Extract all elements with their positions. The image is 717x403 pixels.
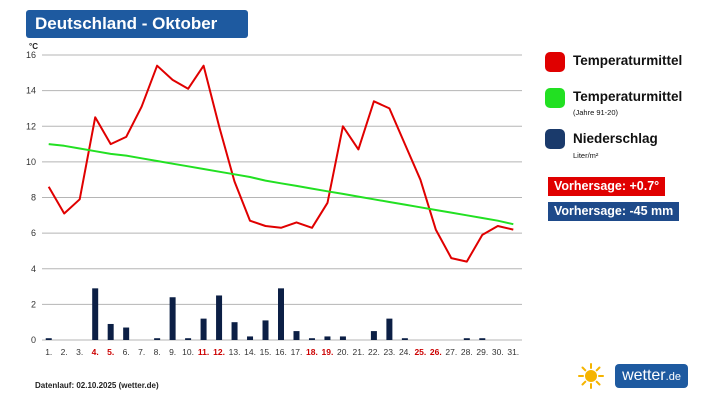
x-tick-label: 13. xyxy=(229,347,241,357)
y-tick-label: 8 xyxy=(31,193,36,203)
precipitation-bars xyxy=(45,288,486,340)
precip-bar xyxy=(45,338,52,340)
x-tick-label: 6. xyxy=(123,347,130,357)
x-tick-label: 4. xyxy=(92,347,99,357)
x-tick-label: 22. xyxy=(368,347,380,357)
x-tick-label: 31. xyxy=(507,347,519,357)
x-tick-label: 12. xyxy=(213,347,225,357)
x-tick-label: 27. xyxy=(445,347,457,357)
x-tick-label: 25. xyxy=(414,347,426,357)
x-tick-label: 17. xyxy=(291,347,303,357)
x-tick-label: 10. xyxy=(182,347,194,357)
temperature-line xyxy=(47,64,514,263)
precip-bar xyxy=(401,338,408,340)
legend-label-temperature: Temperaturmittel xyxy=(573,53,683,68)
y-tick-label: 14 xyxy=(26,86,36,96)
precip-bar xyxy=(370,331,377,340)
y-tick-label: 0 xyxy=(31,335,36,345)
precip-bar xyxy=(262,320,269,340)
y-tick-label: 10 xyxy=(26,157,36,167)
wetter-logo[interactable]: wetter.de xyxy=(575,362,690,390)
precip-bar xyxy=(247,336,254,340)
precip-bar xyxy=(169,297,176,340)
legend-label-rain: Niederschlag xyxy=(573,131,658,146)
legend-swatch-rain xyxy=(545,129,565,149)
x-tick-label: 16. xyxy=(275,347,287,357)
legend-swatch-temperature xyxy=(545,52,565,72)
forecast-temperature-badge: Vorhersage: +0.7° xyxy=(548,177,666,196)
precip-bar xyxy=(231,322,238,340)
x-tick-label: 24. xyxy=(399,347,411,357)
x-tick-label: 2. xyxy=(61,347,68,357)
legend-swatch-climate xyxy=(545,88,565,108)
data-run-footer: Datenlauf: 02.10.2025 (wetter.de) xyxy=(35,381,159,390)
x-tick-label: 8. xyxy=(154,347,161,357)
x-tick-label: 5. xyxy=(107,347,114,357)
legend-sub-climate: (Jahre 91-20) xyxy=(573,108,619,117)
x-tick-label: 14. xyxy=(244,347,256,357)
x-axis: 1. 2. 3. 4. 5. 6. 7. 8. 9. 10. 11. 12. 13. 14. 15. 16. 1… xyxy=(45,347,519,357)
y-tick-label: 6 xyxy=(31,228,36,238)
legend-sub-rain: Liter/m² xyxy=(573,151,599,160)
precip-bar xyxy=(278,288,284,340)
x-tick-label: 11. xyxy=(198,347,209,357)
x-tick-label: 19. xyxy=(322,347,334,357)
precip-bar xyxy=(339,336,346,340)
x-tick-label: 7. xyxy=(138,347,145,357)
precip-bar xyxy=(479,338,486,340)
precip-bar xyxy=(185,338,192,340)
precip-bar xyxy=(308,338,315,340)
legend-label-climate: Temperaturmittel xyxy=(573,89,683,104)
y-tick-label: 16 xyxy=(26,50,36,60)
x-tick-label: 15. xyxy=(260,347,272,357)
logo-wordmark: wetter.de xyxy=(615,364,688,388)
y-tick-label: 2 xyxy=(31,299,36,309)
x-tick-label: 9. xyxy=(169,347,176,357)
temperature-lines xyxy=(47,64,514,263)
x-tick-label: 26. xyxy=(430,347,442,357)
y-unit-label: °C xyxy=(29,42,38,51)
precip-bar xyxy=(92,288,99,340)
x-tick-label: 29. xyxy=(476,347,488,357)
precip-bar xyxy=(200,318,207,340)
precip-bar xyxy=(324,336,331,340)
precip-bar xyxy=(293,331,300,340)
x-tick-label: 20. xyxy=(337,347,349,357)
x-tick-label: 23. xyxy=(383,347,395,357)
x-tick-label: 18. xyxy=(306,347,318,357)
precip-bar xyxy=(386,318,393,340)
y-tick-label: 12 xyxy=(26,121,36,131)
precip-bar xyxy=(123,327,130,340)
sun-icon xyxy=(578,363,604,389)
x-tick-label: 21. xyxy=(353,347,365,357)
x-tick-label: 30. xyxy=(492,347,504,357)
precip-bar xyxy=(107,323,114,340)
x-tick-label: 3. xyxy=(76,347,83,357)
x-tick-label: 1. xyxy=(45,347,52,357)
x-tick-label: 28. xyxy=(461,347,473,357)
precip-bar xyxy=(463,338,470,340)
forecast-rain-badge: Vorhersage: -45 mm xyxy=(548,202,680,221)
precip-bar xyxy=(216,295,223,340)
chart-title: Deutschland - Oktober xyxy=(26,10,248,38)
climate-mean-line xyxy=(48,143,514,226)
y-axis: °C 0 2 4 6 8 10 12 14 16 xyxy=(26,42,38,345)
y-tick-label: 4 xyxy=(31,264,36,274)
precip-bar xyxy=(154,338,161,340)
